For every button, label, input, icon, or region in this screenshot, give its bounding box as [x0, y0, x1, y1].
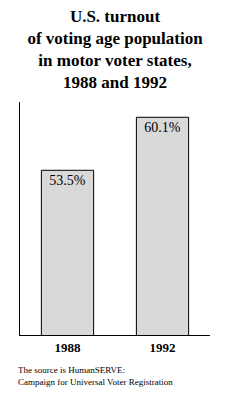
svg-text:1992: 1992: [150, 340, 176, 355]
svg-text:The source is HumanSERVE:Campa: The source is HumanSERVE:Campaign for Un…: [18, 365, 173, 387]
svg-text:53.5%: 53.5%: [49, 173, 86, 188]
svg-text:U.S. turnoutof voting age popu: U.S. turnoutof voting age populationin m…: [27, 7, 203, 92]
svg-text:1988: 1988: [55, 340, 82, 355]
svg-text:60.1%: 60.1%: [144, 120, 181, 135]
